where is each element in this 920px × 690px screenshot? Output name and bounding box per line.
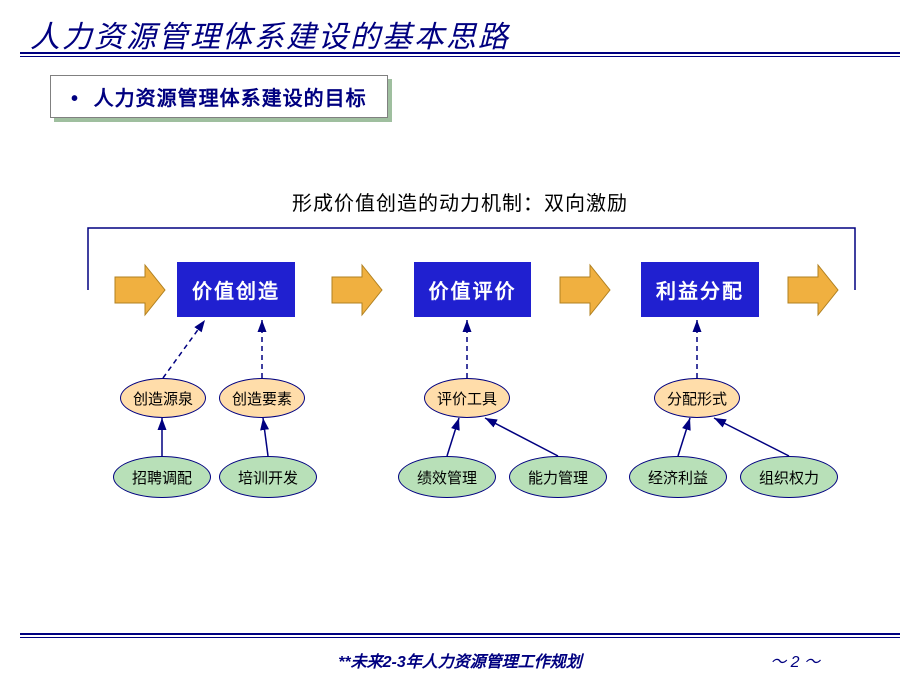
flow-arrow-icon (115, 265, 165, 315)
process-box: 价值创造 (177, 262, 295, 317)
dashed-arrow (163, 320, 205, 378)
solid-arrow (485, 418, 558, 456)
item-ellipse: 能力管理 (509, 456, 607, 498)
category-ellipse: 创造源泉 (120, 378, 206, 418)
solid-arrow (714, 418, 789, 456)
bullet-heading: 人力资源管理体系建设的目标 (50, 75, 388, 118)
item-ellipse: 绩效管理 (398, 456, 496, 498)
title-rule-2 (20, 56, 900, 57)
item-ellipse: 组织权力 (740, 456, 838, 498)
flow-arrow-icon (332, 265, 382, 315)
category-ellipse: 评价工具 (424, 378, 510, 418)
flow-arrow-icon (788, 265, 838, 315)
footer-rule-2 (20, 637, 900, 638)
item-ellipse: 培训开发 (219, 456, 317, 498)
slide-title: 人力资源管理体系建设的基本思路 (30, 12, 510, 56)
solid-arrow (263, 418, 268, 456)
category-ellipse: 分配形式 (654, 378, 740, 418)
footer-rule-1 (20, 633, 900, 635)
solid-arrow (447, 418, 459, 456)
solid-arrow (678, 418, 690, 456)
process-box: 利益分配 (641, 262, 759, 317)
item-ellipse: 经济利益 (629, 456, 727, 498)
page-number: ～ 2 ～ (770, 648, 820, 672)
category-ellipse: 创造要素 (219, 378, 305, 418)
bullet-text: 人力资源管理体系建设的目标 (94, 88, 367, 110)
title-rule-1 (20, 52, 900, 54)
process-box: 价值评价 (414, 262, 531, 317)
diagram-caption: 形成价值创造的动力机制：双向激励 (0, 187, 920, 216)
flow-arrow-icon (560, 265, 610, 315)
item-ellipse: 招聘调配 (113, 456, 211, 498)
